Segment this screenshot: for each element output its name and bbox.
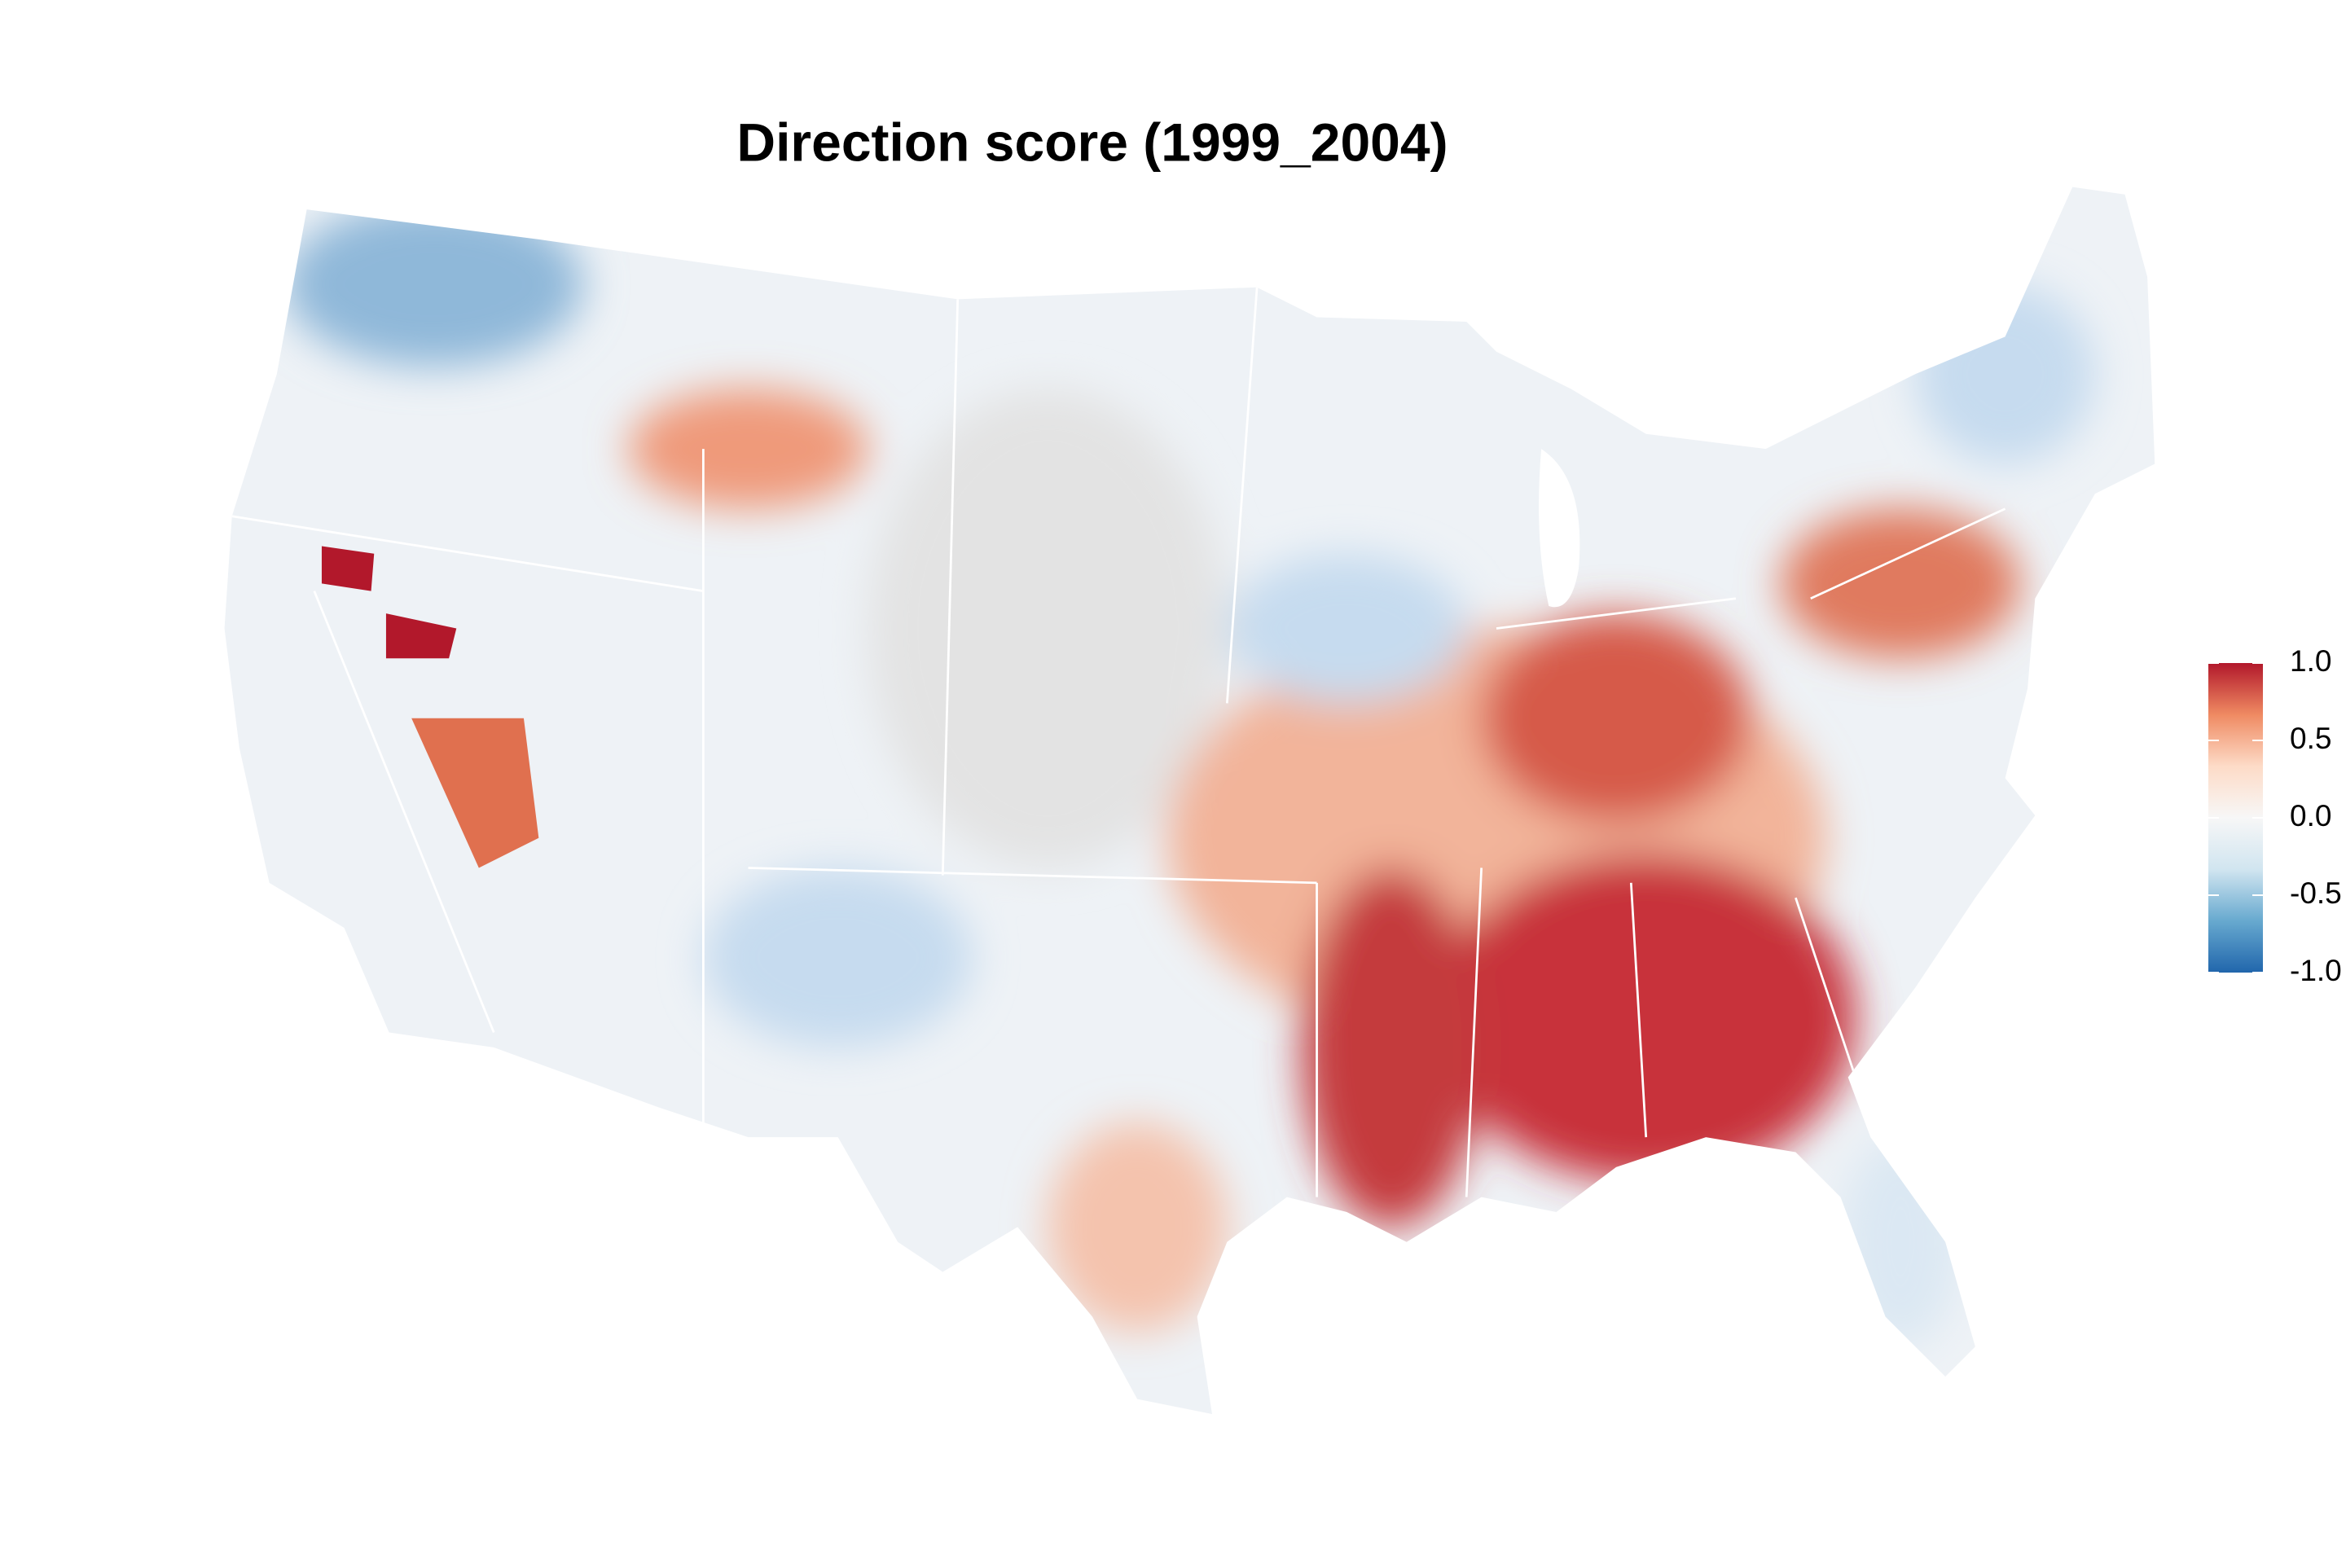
colorbar-label: 1.0 <box>2290 644 2331 678</box>
map-title: Direction score (1999_2004) <box>736 112 1448 172</box>
region <box>1436 853 1856 1183</box>
county-fill <box>224 187 2155 1414</box>
region <box>1840 1137 1961 1347</box>
colorbar-label: 0.0 <box>2290 799 2331 832</box>
state-border <box>231 287 2006 1197</box>
region <box>321 546 375 591</box>
region <box>868 389 1228 868</box>
region <box>411 718 539 868</box>
lake <box>1539 449 1580 608</box>
region <box>284 201 584 367</box>
colorbar-label: -0.5 <box>2290 876 2342 910</box>
region-shading <box>284 201 2095 1347</box>
region <box>1481 613 1751 824</box>
colorbar-label: -1.0 <box>2290 954 2342 987</box>
colorbar-label: 0.5 <box>2290 722 2331 755</box>
region <box>1915 284 2095 464</box>
state-borders <box>231 287 2006 1197</box>
us-map <box>224 187 2155 1414</box>
region <box>1302 867 1482 1228</box>
region <box>628 389 868 509</box>
region <box>1781 508 2020 659</box>
region <box>703 867 973 1048</box>
region <box>1227 553 1467 704</box>
region <box>1047 1122 1228 1332</box>
